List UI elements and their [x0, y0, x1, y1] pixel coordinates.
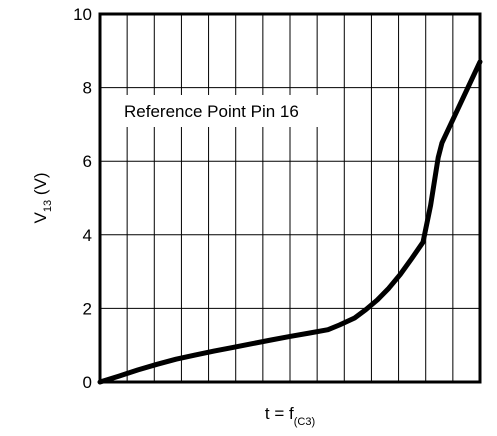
annotation-reference-point: Reference Point Pin 16 [124, 102, 299, 121]
y-tick-label: 0 [83, 373, 92, 392]
x-axis-label: t = f(C3) [265, 404, 315, 428]
y-tick-label: 10 [73, 5, 92, 24]
y-tick-label: 8 [83, 79, 92, 98]
y-tick-labels: 0 2 4 6 8 10 [73, 5, 92, 392]
grid [100, 14, 480, 382]
annotation-background [119, 95, 341, 127]
y-tick-label: 6 [83, 152, 92, 171]
plot-frame [98, 12, 482, 384]
y-tick-label: 2 [83, 299, 92, 318]
data-series-line [97, 59, 483, 385]
y-tick-label: 4 [83, 226, 92, 245]
y-axis-label: V13 (V) [31, 173, 54, 224]
